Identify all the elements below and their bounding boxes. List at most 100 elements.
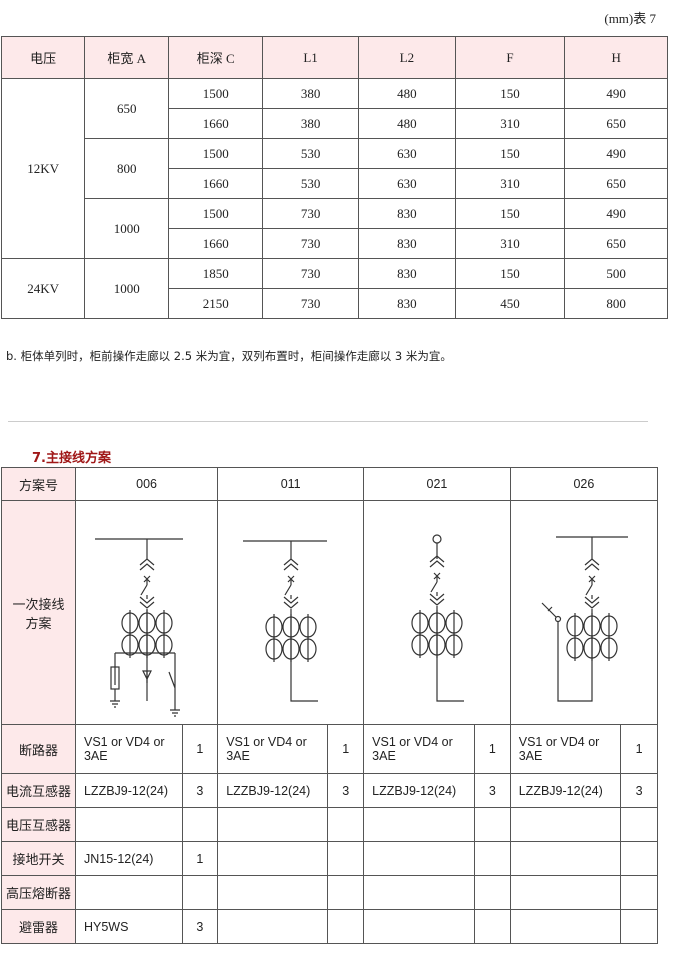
model-cell [363,841,475,876]
model-cell [74,807,183,842]
quantity-cell: 1 [473,724,511,774]
width-cell: 1000 [84,198,170,259]
value-cell: 1500 [168,138,264,169]
column-header: F [454,36,566,79]
single-line-diagram-011 [243,540,328,702]
quantity-cell [473,909,511,944]
value-cell: 650 [564,108,668,139]
scheme-number: 021 [363,467,511,501]
table-row: 24KV 1000 1850 730 830 150 500 [0,258,668,319]
model-cell: VS1 or VD4 or 3AE [217,724,329,774]
wiring-scheme-table: 方案号 006 011 021 026 一次接线方案 断路器 VS1 or VD4 or 3A… [1,467,659,944]
value-cell: 1500 [168,78,264,109]
model-cell: LZZBJ9-12(24) [363,773,475,808]
table-row: 12KV 650 1500 380 480 150 490 [0,78,668,259]
table-row: 1660 530 630 310 650 [2,168,668,199]
value-cell: 630 [357,168,456,199]
table-row: 1000 1500 730 830 150 490 [2,198,668,259]
value-cell: 380 [262,78,359,109]
quantity-cell [473,807,511,842]
model-cell: JN15-12(24) [74,841,183,876]
scheme-number: 011 [217,467,365,501]
diagram-cell [217,500,365,725]
quantity-cell: 3 [181,773,219,808]
value-cell: 310 [454,228,566,259]
model-cell [363,807,475,842]
model-cell [363,875,475,910]
scheme-number: 006 [74,467,219,501]
quantity-cell [473,875,511,910]
model-cell [509,909,622,944]
component-label: 接地开关 [1,841,76,876]
quantity-cell [620,875,658,910]
value-cell: 310 [454,108,566,139]
quantity-cell: 1 [327,724,365,774]
value-cell: 150 [454,138,566,169]
column-header: L2 [357,36,456,79]
model-cell [363,909,475,944]
value-cell: 150 [454,258,566,289]
quantity-cell: 3 [327,773,365,808]
model-cell: LZZBJ9-12(24) [217,773,329,808]
quantity-cell: 3 [473,773,511,808]
component-row: 断路器 VS1 or VD4 or 3AE 1 VS1 or VD4 or 3AE 1 V… [1,724,658,774]
component-label: 断路器 [1,724,76,774]
value-cell: 2150 [168,288,264,319]
value-cell: 650 [564,228,668,259]
single-line-diagram-006 [95,538,184,717]
column-header: 电压 [0,36,86,79]
header-row: 电压 柜宽 A 柜深 C L1 L2 F H [0,36,668,79]
value-cell: 150 [454,198,566,229]
value-cell: 1660 [168,168,264,199]
width-cell: 1000 [84,258,170,319]
value-cell: 530 [262,168,359,199]
quantity-cell: 3 [620,773,658,808]
value-cell: 480 [357,108,456,139]
quantity-cell [327,909,365,944]
value-cell: 830 [357,288,456,319]
quantity-cell: 3 [181,909,219,944]
table-row: 800 1500 530 630 150 490 [2,138,668,199]
diagram-row: 一次接线方案 [1,500,659,725]
value-cell: 830 [357,228,456,259]
column-header: H [564,36,668,79]
value-cell: 500 [564,258,668,289]
value-cell: 450 [454,288,566,319]
width-cell: 650 [84,78,170,139]
value-cell: 530 [262,138,359,169]
scheme-header-row: 方案号 006 011 021 026 [1,467,659,501]
diagram-label: 一次接线方案 [1,500,76,725]
note-text: b. 柜体单列时，柜前操作走廊以 2.5 米为宜，双列布置时，柜间操作走廊以 3… [6,349,452,363]
model-cell [509,807,622,842]
column-header: 柜宽 A [84,36,170,79]
diagram-cell [509,500,659,725]
model-cell: VS1 or VD4 or 3AE [363,724,475,774]
quantity-cell [327,841,365,876]
model-cell: LZZBJ9-12(24) [74,773,183,808]
model-cell: VS1 or VD4 or 3AE [509,724,622,774]
table-row: 1660 730 830 310 650 [2,228,668,259]
quantity-cell [620,841,658,876]
value-cell: 1500 [168,198,264,229]
component-row: 电压互感器 [1,807,658,842]
table-row: 1660 380 480 310 650 [2,108,668,139]
column-header: L1 [262,36,359,79]
value-cell: 480 [357,78,456,109]
model-cell: VS1 or VD4 or 3AE [74,724,183,774]
width-cell: 800 [84,138,170,199]
value-cell: 490 [564,198,668,229]
value-cell: 800 [564,288,668,319]
component-label: 避雷器 [1,909,76,944]
table-row: 2150 730 830 450 800 [2,288,668,319]
model-cell [217,875,329,910]
component-row: 接地开关 JN15-12(24) 1 [1,841,658,876]
scheme-header-label: 方案号 [1,467,76,501]
table-caption: (mm)表 7 [604,11,656,26]
quantity-cell: 1 [181,841,219,876]
value-cell: 380 [262,108,359,139]
diagram-cell [74,500,219,725]
model-cell [217,909,329,944]
voltage-cell: 24KV [0,258,86,319]
value-cell: 730 [262,198,359,229]
model-cell: HY5WS [74,909,183,944]
